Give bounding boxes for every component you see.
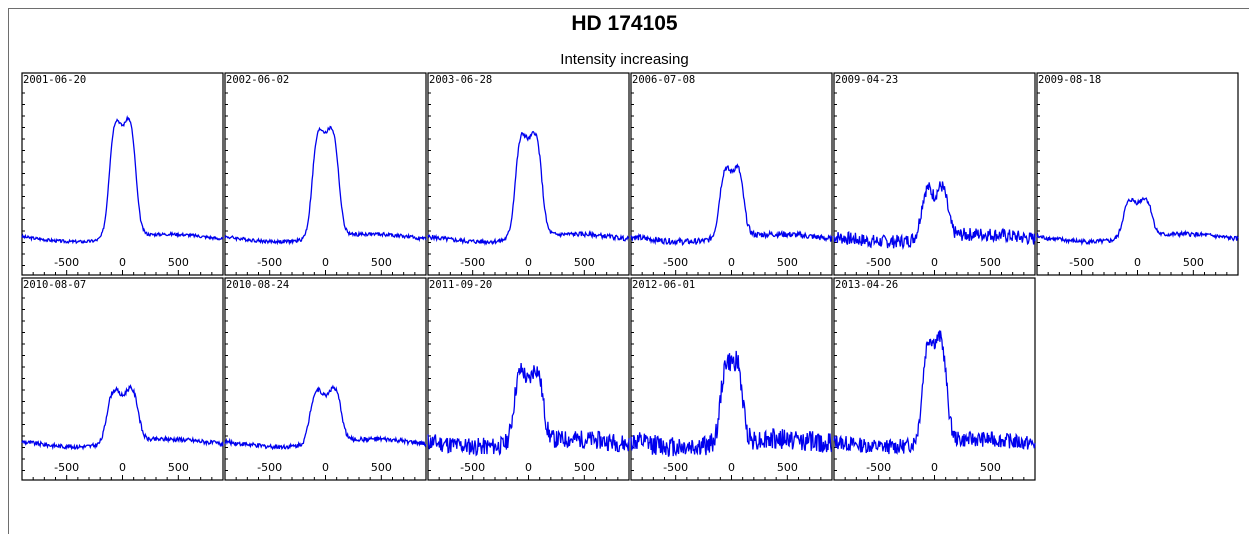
panel-date-label: 2010-08-24 bbox=[226, 279, 289, 291]
panel-border bbox=[21, 72, 224, 276]
spectrum-panel: 2011-09-20 -500 0 500 bbox=[427, 277, 630, 481]
x-tick-label: 500 bbox=[574, 256, 595, 269]
panel-border bbox=[833, 72, 1036, 276]
spectrum-panel: 2009-04-23 -500 0 500 bbox=[833, 72, 1036, 276]
panel-date-label: 2009-04-23 bbox=[835, 74, 898, 86]
x-tick-label: 0 bbox=[728, 256, 735, 269]
panel-date-label: 2009-08-18 bbox=[1038, 74, 1101, 86]
panel-date-label: 2003-06-28 bbox=[429, 74, 492, 86]
spectrum-line bbox=[427, 130, 630, 246]
x-tick-label: -500 bbox=[1069, 256, 1094, 269]
spectrum-panel: 2002-06-02 -500 0 500 bbox=[224, 72, 427, 276]
panel-border bbox=[427, 72, 630, 276]
spectrum-line bbox=[630, 350, 833, 457]
x-tick-label: -500 bbox=[866, 461, 891, 474]
panel-border bbox=[1036, 72, 1239, 276]
x-tick-label: -500 bbox=[866, 256, 891, 269]
spectrum-panel: 2010-08-07 -500 0 500 bbox=[21, 277, 224, 481]
spectrum-line bbox=[21, 383, 224, 451]
spectrum-line bbox=[224, 384, 427, 451]
x-tick-label: -500 bbox=[54, 461, 79, 474]
panel-border bbox=[224, 72, 427, 276]
panel-date-label: 2002-06-02 bbox=[226, 74, 289, 86]
x-tick-label: 500 bbox=[777, 256, 798, 269]
chart-title: HD 174105 bbox=[571, 12, 678, 35]
panel-border bbox=[833, 277, 1036, 481]
spectrum-panel: 2010-08-24 -500 0 500 bbox=[224, 277, 427, 481]
x-tick-label: 0 bbox=[931, 461, 938, 474]
x-tick-label: 500 bbox=[1183, 256, 1204, 269]
spectrum-panel: 2001-06-20 -500 0 500 bbox=[21, 72, 224, 276]
x-tick-label: -500 bbox=[54, 256, 79, 269]
spectrum-panel: 2003-06-28 -500 0 500 bbox=[427, 72, 630, 276]
x-tick-label: 500 bbox=[168, 256, 189, 269]
spectrum-line bbox=[224, 125, 427, 246]
x-tick-label: 500 bbox=[980, 461, 1001, 474]
spectrum-line bbox=[427, 362, 630, 457]
x-tick-label: 0 bbox=[119, 461, 126, 474]
panel-border bbox=[224, 277, 427, 481]
x-tick-label: 500 bbox=[371, 256, 392, 269]
x-tick-label: 0 bbox=[1134, 256, 1141, 269]
x-tick-label: 0 bbox=[322, 256, 329, 269]
panel-date-label: 2010-08-07 bbox=[23, 279, 86, 291]
spectrum-line bbox=[630, 163, 833, 247]
x-tick-label: 0 bbox=[931, 256, 938, 269]
x-tick-label: -500 bbox=[663, 256, 688, 269]
panel-border bbox=[21, 277, 224, 481]
panel-date-label: 2012-06-01 bbox=[632, 279, 695, 291]
spectrum-panel: 2006-07-08 -500 0 500 bbox=[630, 72, 833, 276]
x-tick-label: 500 bbox=[168, 461, 189, 474]
spectrum-panel: 2009-08-18 -500 0 500 bbox=[1036, 72, 1239, 276]
x-tick-label: 500 bbox=[574, 461, 595, 474]
spectrum-panel: 2013-04-26 -500 0 500 bbox=[833, 277, 1036, 481]
x-tick-label: 0 bbox=[119, 256, 126, 269]
spectrum-panel: 2012-06-01 -500 0 500 bbox=[630, 277, 833, 481]
x-tick-label: 0 bbox=[525, 256, 532, 269]
chart-frame bbox=[8, 8, 1249, 534]
x-tick-label: 0 bbox=[525, 461, 532, 474]
chart-subtitle: Intensity increasing bbox=[560, 51, 689, 68]
panel-date-label: 2001-06-20 bbox=[23, 74, 86, 86]
panel-border bbox=[630, 72, 833, 276]
panel-border bbox=[427, 277, 630, 481]
x-tick-label: 0 bbox=[728, 461, 735, 474]
x-tick-label: -500 bbox=[663, 461, 688, 474]
spectrum-line bbox=[833, 181, 1036, 251]
panel-date-label: 2013-04-26 bbox=[835, 279, 898, 291]
spectrum-line bbox=[1036, 196, 1239, 246]
x-tick-label: -500 bbox=[257, 461, 282, 474]
x-tick-label: -500 bbox=[460, 256, 485, 269]
x-tick-label: 500 bbox=[777, 461, 798, 474]
spectrum-line bbox=[21, 114, 224, 245]
x-tick-label: -500 bbox=[460, 461, 485, 474]
spectrum-line bbox=[833, 329, 1036, 455]
x-tick-label: 0 bbox=[322, 461, 329, 474]
x-tick-label: 500 bbox=[980, 256, 1001, 269]
panel-date-label: 2011-09-20 bbox=[429, 279, 492, 291]
panel-date-label: 2006-07-08 bbox=[632, 74, 695, 86]
x-tick-label: 500 bbox=[371, 461, 392, 474]
x-tick-label: -500 bbox=[257, 256, 282, 269]
